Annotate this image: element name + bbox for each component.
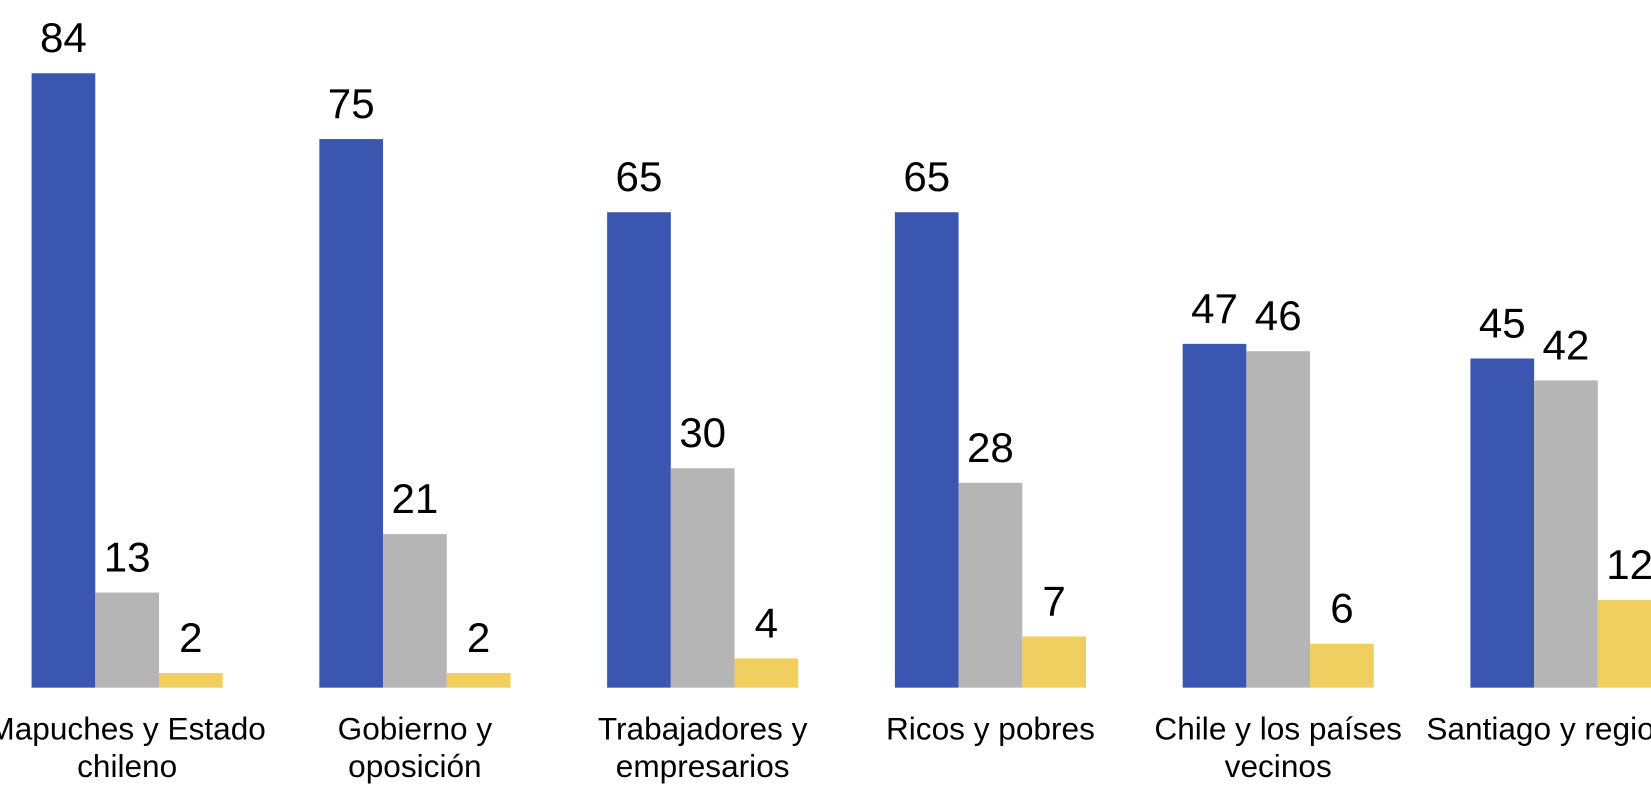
x-tick-label: Santiago y regiones [1426, 711, 1651, 747]
bar [1246, 351, 1311, 688]
bar [734, 658, 799, 688]
bar [607, 212, 671, 688]
value-label: 28 [967, 424, 1014, 471]
bar [958, 482, 1023, 688]
value-label: 13 [104, 534, 151, 581]
value-label: 12 [1606, 541, 1651, 588]
bar [1597, 599, 1651, 688]
category-label-box: Mapuches y Estado chileno [0, 711, 266, 785]
x-tick-label: Chile y los países vecinos [1154, 711, 1402, 785]
bar [446, 673, 511, 688]
x-tick-label: Ricos y pobres [885, 711, 1095, 747]
bar [670, 468, 735, 688]
bar [894, 212, 959, 688]
bar [95, 592, 159, 688]
value-label: 84 [40, 14, 87, 61]
category-label-box: Santiago y regiones [1426, 711, 1651, 747]
value-label: 65 [616, 153, 663, 200]
bar [319, 139, 384, 688]
value-label: 30 [679, 409, 726, 456]
bar [1534, 380, 1598, 688]
category-label-box: Ricos y pobres [885, 711, 1095, 747]
value-label: 47 [1191, 285, 1238, 332]
value-label: 42 [1543, 321, 1590, 368]
x-tick-label: Gobierno y oposición [337, 711, 493, 785]
bar [31, 73, 96, 688]
value-label: 65 [903, 153, 950, 200]
x-tick-label: Mapuches y Estado chileno [0, 711, 266, 785]
value-label: 7 [1042, 577, 1065, 624]
bar [1310, 643, 1374, 688]
value-label: 45 [1479, 299, 1526, 346]
bar [1470, 358, 1535, 688]
value-label: 75 [328, 80, 375, 127]
value-label: 21 [391, 475, 438, 522]
value-label: 4 [755, 599, 778, 646]
x-tick-label: Trabajadores y empresarios [597, 711, 808, 785]
category-label-box: Trabajadores y empresarios [597, 711, 808, 785]
value-label: 2 [179, 614, 202, 661]
category-label-box: Chile y los países vecinos [1154, 711, 1402, 785]
value-label: 6 [1330, 585, 1353, 632]
bar [1022, 636, 1086, 688]
value-label: 46 [1255, 292, 1302, 339]
bar [158, 673, 223, 688]
bar [383, 534, 447, 688]
category-label-box: Gobierno y oposición [337, 711, 493, 785]
value-label: 2 [467, 614, 490, 661]
bar [1182, 343, 1247, 688]
